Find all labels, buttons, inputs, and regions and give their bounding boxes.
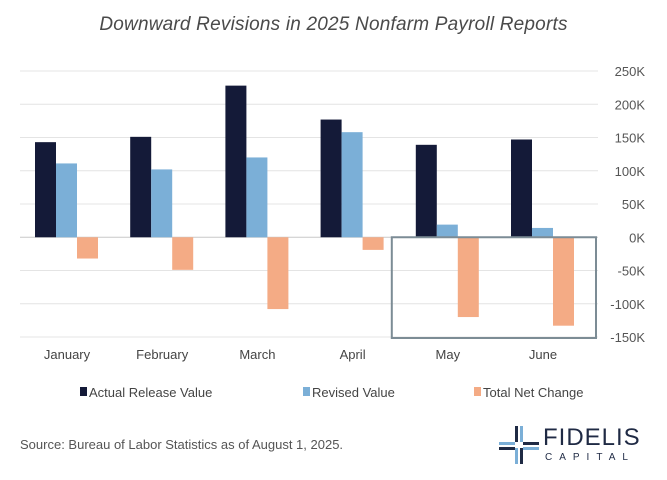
legend-swatch xyxy=(303,387,310,396)
y-tick-label: -50K xyxy=(618,264,646,279)
highlight-box xyxy=(390,236,597,339)
legend-swatch xyxy=(80,387,87,396)
y-tick-label: 250K xyxy=(615,64,646,79)
y-tick-label: 100K xyxy=(615,164,646,179)
y-tick-label: -100K xyxy=(610,297,645,312)
bar xyxy=(457,237,479,318)
bar xyxy=(267,237,289,310)
bar xyxy=(341,132,363,238)
legend-swatch xyxy=(474,387,481,396)
bar xyxy=(320,119,342,238)
bar xyxy=(172,237,194,270)
x-tick-label: May xyxy=(436,347,461,362)
bar xyxy=(553,237,574,326)
bar xyxy=(130,136,152,238)
x-tick-label: June xyxy=(529,347,557,362)
logo-subtitle: CAPITAL xyxy=(545,452,635,463)
x-tick-label: March xyxy=(239,347,275,362)
bar-chart: 250K 200K 150K 100K 50K 0K -50K -100K -150K Janua… xyxy=(20,64,646,400)
company-logo: FIDELIS CAPITAL xyxy=(497,424,657,468)
logo-name: FIDELIS xyxy=(543,424,641,451)
bar xyxy=(362,237,384,250)
source-note: Source: Bureau of Labor Statistics as of… xyxy=(20,437,344,452)
bar xyxy=(35,142,56,238)
fidelis-cross-icon xyxy=(499,426,539,464)
bar xyxy=(532,227,553,238)
bar xyxy=(77,237,98,259)
y-tick-label: 50K xyxy=(622,197,645,212)
x-tick-label: February xyxy=(136,347,189,362)
y-tick-label: -150K xyxy=(610,330,645,345)
bar xyxy=(511,139,532,238)
legend-label: Total Net Change xyxy=(483,385,583,400)
x-tick-label: April xyxy=(340,347,366,362)
bar xyxy=(436,224,458,238)
legend-label: Actual Release Value xyxy=(89,385,212,400)
bar xyxy=(415,144,437,238)
bar xyxy=(246,157,268,238)
y-tick-label: 200K xyxy=(615,97,646,112)
bar xyxy=(151,169,173,238)
bar xyxy=(56,163,77,238)
legend-label: Revised Value xyxy=(312,385,395,400)
y-tick-label: 150K xyxy=(615,131,646,146)
x-tick-label: January xyxy=(44,347,91,362)
y-tick-label: 0K xyxy=(629,230,645,245)
bar xyxy=(225,85,247,238)
chart-title: Downward Revisions in 2025 Nonfarm Payro… xyxy=(99,14,568,35)
